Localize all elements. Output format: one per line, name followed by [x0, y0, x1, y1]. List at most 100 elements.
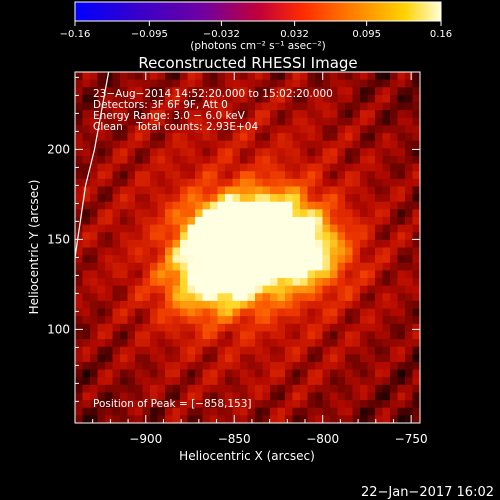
heatmap-cell — [172, 87, 181, 96]
chart-title: Reconstructed RHESSI Image — [138, 54, 357, 72]
heatmap-cell — [142, 201, 151, 210]
heatmap-cell — [172, 331, 181, 340]
heatmap-cell — [412, 186, 420, 195]
heatmap-cell — [255, 201, 264, 210]
heatmap-cell — [75, 110, 84, 119]
heatmap-cell — [165, 354, 174, 363]
heatmap-cell — [390, 361, 399, 371]
heatmap-cell — [405, 148, 414, 157]
heatmap-cell — [172, 384, 181, 394]
heatmap-cell — [360, 285, 369, 294]
heatmap-cell — [240, 323, 249, 333]
heatmap-cell — [412, 331, 420, 340]
heatmap-cell — [210, 339, 219, 348]
heatmap-cell — [210, 171, 219, 180]
heatmap-cell — [270, 87, 279, 96]
heatmap-cell — [292, 133, 301, 142]
heatmap-cell — [150, 171, 159, 180]
heatmap-cell — [105, 278, 114, 287]
heatmap-cell — [225, 407, 234, 416]
heatmap-cell — [330, 331, 339, 340]
heatmap-cell — [390, 384, 399, 394]
heatmap-cell — [277, 331, 286, 340]
heatmap-cell — [172, 163, 181, 172]
heatmap-cell — [292, 232, 301, 241]
heatmap-cell — [315, 339, 324, 348]
heatmap-cell — [195, 232, 204, 241]
heatmap-cell — [360, 377, 369, 386]
heatmap-cell — [210, 140, 219, 149]
heatmap-cell — [150, 72, 159, 81]
heatmap-cell — [210, 201, 219, 210]
heatmap-cell — [375, 255, 384, 264]
heatmap-cell — [120, 300, 129, 310]
heatmap-cell — [120, 140, 129, 149]
heatmap-cell — [397, 148, 406, 157]
heatmap-cell — [345, 407, 354, 416]
heatmap-cell — [165, 94, 174, 104]
heatmap-cell — [345, 216, 354, 226]
heatmap-cell — [142, 178, 151, 188]
heatmap-cell — [202, 201, 211, 210]
heatmap-cell — [202, 94, 211, 104]
heatmap-cell — [120, 232, 129, 241]
heatmap-cell — [322, 72, 331, 81]
heatmap-cell — [142, 339, 151, 348]
heatmap-cell — [202, 293, 211, 302]
heatmap-cell — [112, 216, 121, 226]
heatmap-cell — [127, 94, 136, 104]
heatmap-cell — [180, 255, 189, 264]
heatmap-cell — [390, 339, 399, 348]
heatmap-cell — [367, 361, 376, 371]
heatmap-cell — [195, 186, 204, 195]
heatmap-cell — [292, 110, 301, 119]
heatmap-cell — [367, 232, 376, 241]
heatmap-cell — [367, 140, 376, 149]
heatmap-cell — [97, 171, 106, 180]
heatmap-cell — [337, 110, 346, 119]
heatmap-cell — [382, 94, 391, 104]
heatmap-cell — [127, 232, 136, 241]
heatmap-cell — [232, 163, 241, 172]
heatmap-cell — [352, 392, 361, 401]
heatmap-cell — [375, 87, 384, 96]
heatmap-cell — [210, 125, 219, 134]
heatmap-cell — [337, 293, 346, 302]
x-axis: −900 −850 −800 −750 — [92, 72, 428, 446]
heatmap-cell — [187, 392, 196, 401]
heatmap-cell — [285, 102, 294, 111]
heatmap-cell — [412, 72, 420, 81]
heatmap-cell — [382, 415, 391, 423]
heatmap-cell — [352, 155, 361, 165]
heatmap-cell — [405, 285, 414, 294]
heatmap-cell — [247, 102, 256, 111]
heatmap-cell — [405, 361, 414, 371]
heatmap-cell — [142, 346, 151, 355]
heatmap-cell — [322, 117, 331, 127]
heatmap-cell — [150, 323, 159, 333]
heatmap-cell — [187, 354, 196, 363]
heatmap-cell — [172, 155, 181, 165]
heatmap-cell — [90, 346, 99, 355]
heatmap-cell — [262, 79, 271, 88]
heatmap-cell — [195, 117, 204, 127]
heatmap-cell — [120, 377, 129, 386]
heatmap-cell — [120, 79, 129, 88]
heatmap-cell — [262, 407, 271, 416]
heatmap-cell — [292, 155, 301, 165]
heatmap-cell — [315, 117, 324, 127]
heatmap-cell — [397, 201, 406, 210]
heatmap-cell — [150, 369, 159, 378]
heatmap-cell — [180, 415, 189, 423]
heatmap-cell — [307, 232, 316, 241]
heatmap-cell — [112, 133, 121, 142]
heatmap-cell — [300, 316, 309, 325]
heatmap-cell — [202, 79, 211, 88]
heatmap-cell — [112, 140, 121, 149]
heatmap-cell — [180, 87, 189, 96]
heatmap-cell — [345, 392, 354, 401]
heatmap-cell — [240, 94, 249, 104]
heatmap-cell — [247, 262, 256, 271]
heatmap-cell — [412, 232, 420, 241]
heatmap-cell — [405, 79, 414, 88]
